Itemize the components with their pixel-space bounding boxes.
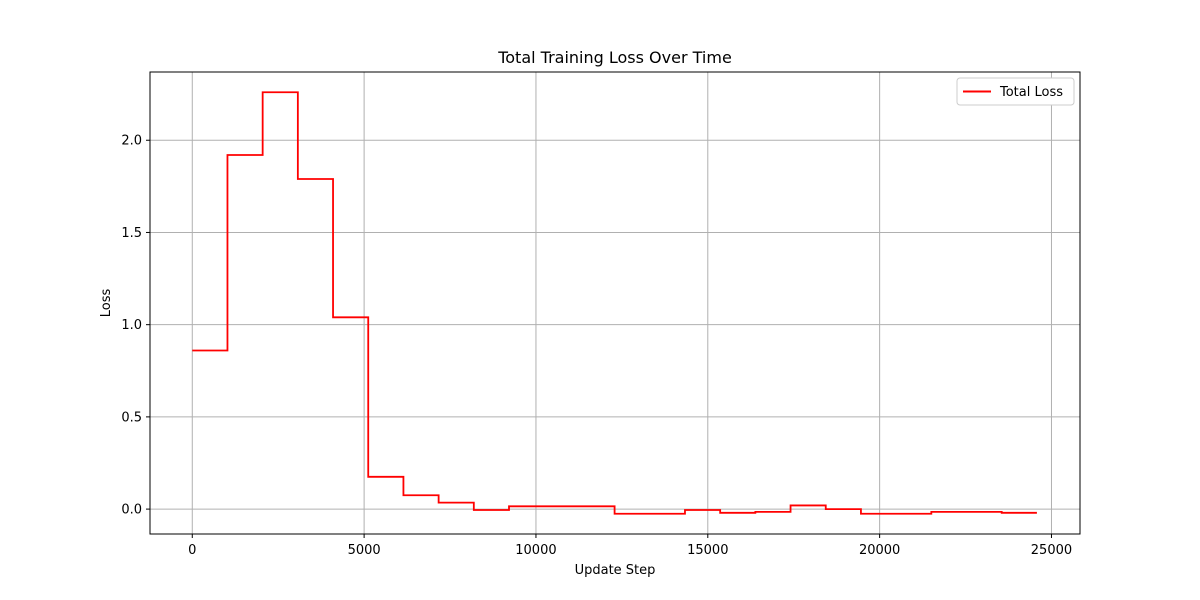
x-tick-label: 25000 (1031, 543, 1072, 558)
y-tick-label: 0.0 (121, 503, 142, 518)
chart-title: Total Training Loss Over Time (497, 48, 732, 67)
series-line-total-loss (192, 91, 1037, 515)
x-axis-ticks: 0 5000 10000 15000 20000 25000 (188, 534, 1072, 558)
y-axis-title: Loss (99, 289, 114, 318)
legend: Total Loss (956, 77, 1075, 106)
plot-frame (149, 71, 1081, 535)
x-axis-title: Update Step (575, 563, 656, 578)
y-tick-label: 2.0 (121, 134, 142, 149)
grid-lines (150, 72, 1080, 534)
x-tick-label: 5000 (348, 543, 381, 558)
legend-label-total-loss: Total Loss (999, 85, 1063, 100)
x-tick-label: 10000 (515, 543, 556, 558)
x-tick-label: 20000 (859, 543, 900, 558)
x-tick-label: 15000 (687, 543, 728, 558)
series-layer (192, 91, 1037, 515)
y-axis-ticks: 0.0 0.5 1.0 1.5 2.0 (121, 134, 150, 518)
y-tick-label: 1.5 (121, 226, 142, 241)
y-tick-label: 0.5 (121, 410, 142, 425)
y-tick-label: 1.0 (121, 318, 142, 333)
x-tick-label: 0 (188, 543, 196, 558)
legend-box (956, 77, 1075, 106)
